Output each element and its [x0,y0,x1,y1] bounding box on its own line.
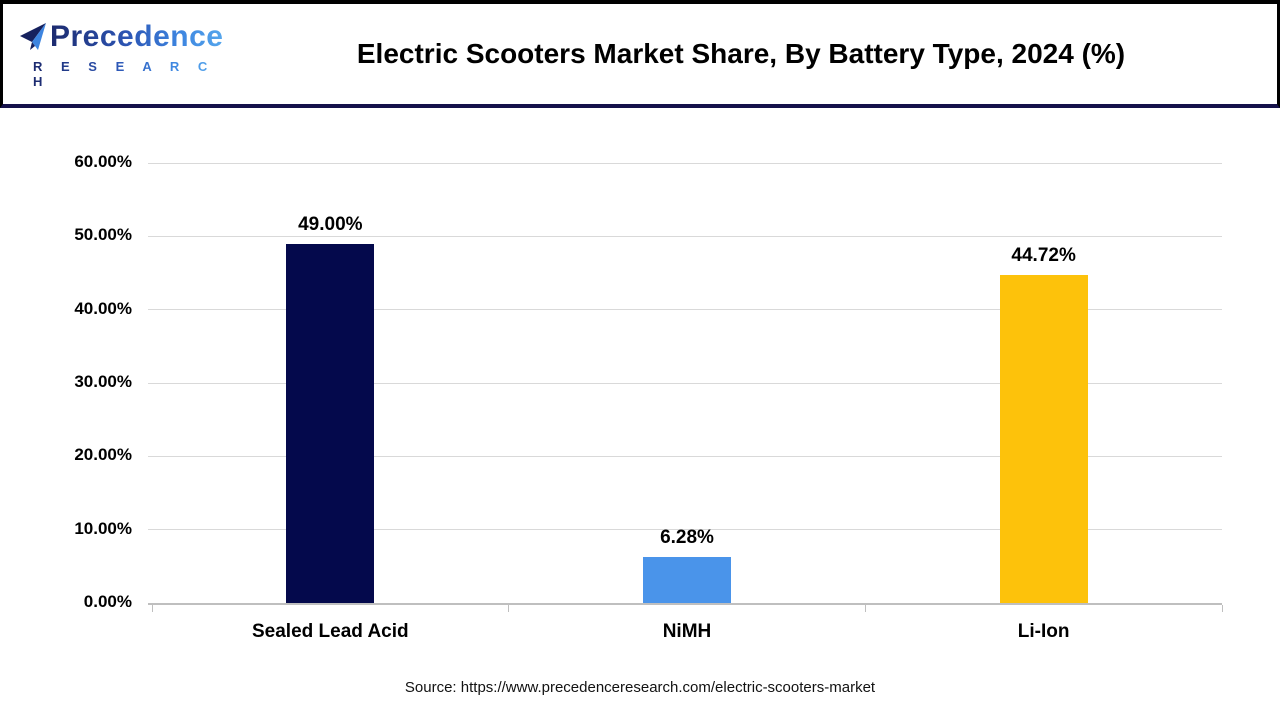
y-axis-tick-label: 10.00% [74,518,132,538]
bar-value-label: 6.28% [660,526,714,548]
bar-nimh [643,556,731,603]
precedence-logo: Precedence R E S E A R C H [3,20,223,89]
gridline [148,529,1222,531]
logo-wordmark: Precedence [50,19,224,53]
logo-row: Precedence [19,20,223,58]
page-title: Electric Scooters Market Share, By Batte… [356,38,1126,69]
bar-value-label: 44.72% [1011,245,1076,267]
header: Precedence R E S E A R C H Electric Scoo… [0,0,1280,108]
gridline [148,309,1222,311]
gridline [148,162,1222,164]
bar-value-label: 49.00% [298,213,363,235]
axis-tick [151,605,153,612]
x-axis-category-label: Li-Ion [1017,621,1070,642]
x-axis-line [148,603,1222,605]
source-text: Source: https://www.precedenceresearch.c… [404,679,876,696]
y-axis-tick-label: 60.00% [74,152,132,171]
y-axis-tick-label: 30.00% [74,372,132,391]
y-axis-tick-label: 40.00% [74,298,132,318]
logo-paper-plane-icon [20,22,46,50]
y-axis-tick-label: 50.00% [74,225,132,245]
y-axis-tick-label: 20.00% [74,445,132,465]
y-axis-tick-label: 0.00% [83,592,132,611]
axis-tick [864,605,866,612]
x-axis-category-label: NiMH [662,621,712,642]
axis-tick [1221,605,1223,612]
logo-research-text: R E S E A R C H [33,58,215,89]
bar-li-ion [999,275,1088,603]
axis-tick [508,605,510,612]
bar-sealed-lead-acid [286,243,375,603]
gridline [148,382,1222,384]
gridline [148,455,1222,457]
gridline [148,235,1222,237]
x-axis-category-label: Sealed Lead Acid [252,621,409,642]
